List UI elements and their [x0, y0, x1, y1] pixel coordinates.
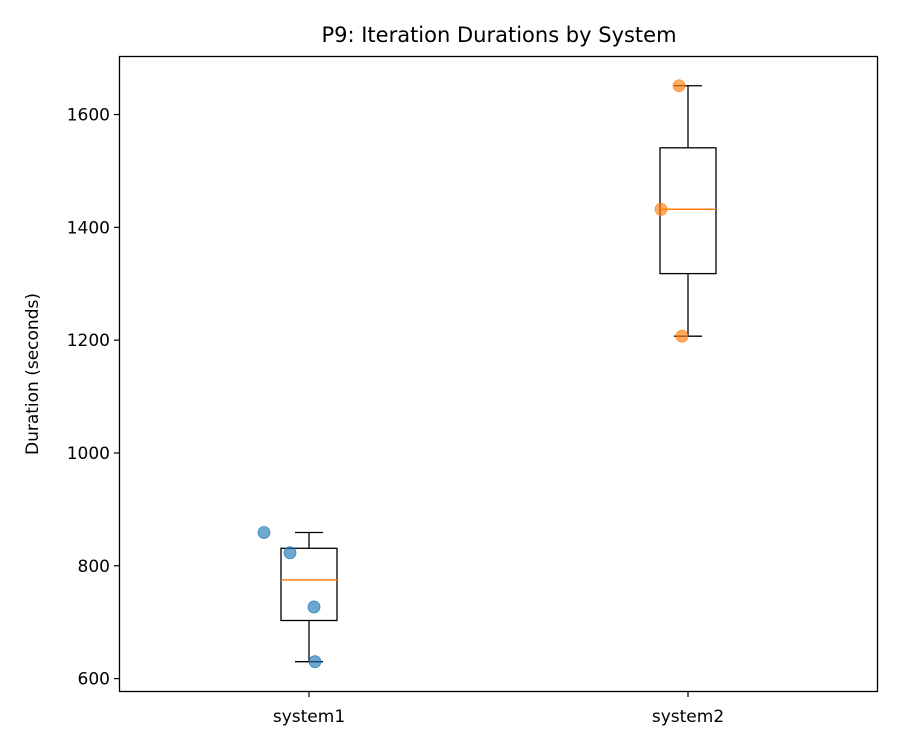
box-iqr: [659, 147, 717, 275]
data-point: [307, 600, 321, 614]
data-point: [672, 79, 686, 93]
chart-marks: 600 800 1000 1200 1400 1600 system1 system2: [67, 79, 724, 727]
y-tick-label: 1000: [67, 444, 110, 464]
y-axis-label: Duration (seconds): [23, 293, 43, 455]
y-tick-label: 1600: [67, 106, 110, 126]
x-tick-label: system2: [652, 707, 724, 727]
plot-frame: [118, 55, 879, 693]
data-point: [308, 655, 322, 669]
data-point: [257, 526, 271, 539]
y-tick-label: 600: [78, 670, 110, 690]
y-tick-label: 1200: [67, 331, 110, 351]
x-tick-label: system1: [273, 707, 345, 727]
y-tick-label: 800: [78, 557, 110, 577]
box-iqr: [280, 547, 338, 622]
chart-title: P9: Iteration Durations by System: [321, 23, 676, 47]
data-point: [675, 329, 689, 343]
y-tick-label: 1400: [67, 218, 110, 238]
data-point: [283, 546, 297, 560]
data-point: [654, 202, 668, 216]
